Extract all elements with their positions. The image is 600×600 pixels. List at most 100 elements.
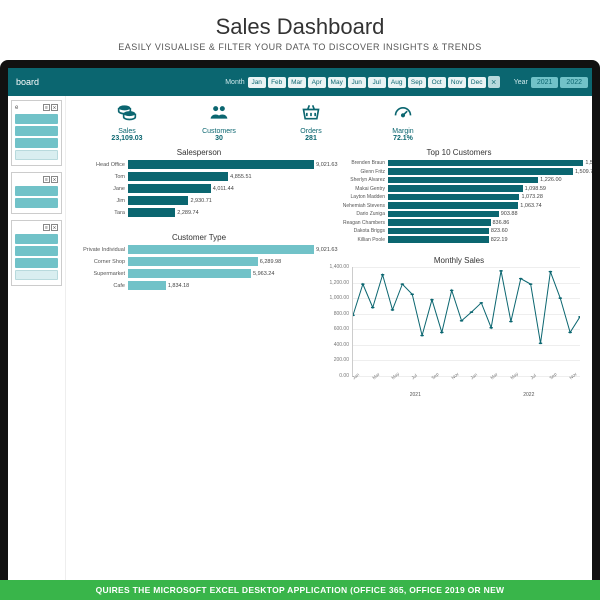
topbar: board Month JanFebMarAprMayJunJulAugSepO… (8, 68, 592, 96)
bar-value: 822.19 (491, 237, 508, 243)
bar-label: Layton Madden (334, 194, 388, 200)
slicer-item[interactable] (15, 246, 58, 256)
kpi-label: Margin (362, 128, 444, 135)
kpi-value: 30 (178, 135, 260, 142)
line-marker (529, 283, 533, 285)
bar-value: 5,963.24 (253, 271, 274, 277)
bar-row: Jim 2,930.71 (74, 195, 324, 206)
line-marker (539, 342, 543, 344)
bar-row: Sherlyn Alvarez 1,226.00 (334, 176, 584, 184)
requirements-banner: QUIRES THE MICROSOFT EXCEL DESKTOP APPLI… (0, 580, 600, 600)
bar (388, 194, 519, 200)
bar-label: Makai Gentry (334, 186, 388, 192)
line-marker (499, 270, 503, 272)
bar (388, 202, 518, 208)
month-button[interactable]: Jun (348, 77, 366, 88)
bar-row: Jane 4,011.44 (74, 183, 324, 194)
bar-label: Jane (74, 186, 128, 192)
bar (388, 177, 538, 183)
slicer-item[interactable] (15, 150, 58, 160)
line-marker (420, 335, 424, 337)
bar-value: 823.60 (491, 228, 508, 234)
line-marker (381, 274, 385, 276)
bar-value: 1,063.74 (520, 203, 541, 209)
bar-value: 2,930.71 (190, 198, 211, 204)
bar-label: Jim (74, 198, 128, 204)
bar (388, 228, 489, 234)
line-marker (489, 327, 493, 329)
month-button[interactable]: Apr (308, 77, 326, 88)
kpi-label: Orders (270, 128, 352, 135)
bar-label: Tom (74, 174, 128, 180)
clear-filter-icon[interactable]: ⨯ (488, 76, 500, 88)
page-subtitle: EASILY VISUALISE & FILTER YOUR DATA TO D… (0, 42, 600, 52)
x-group-label: 2022 (523, 392, 534, 398)
year-button[interactable]: 2022 (560, 77, 588, 88)
monitor-bezel: board Month JanFebMarAprMayJunJulAugSepO… (0, 60, 600, 600)
bar-value: 1,073.28 (521, 194, 542, 200)
slicer-item[interactable] (15, 270, 58, 280)
month-button[interactable]: Jan (248, 77, 266, 88)
slicer-item[interactable] (15, 126, 58, 136)
bar (388, 219, 491, 225)
slicer-panel[interactable]: e≡⨯ (11, 100, 62, 166)
bar (128, 196, 188, 205)
bar-label: Corner Shop (74, 259, 128, 265)
line-marker (470, 311, 474, 313)
kpi-label: Sales (86, 128, 168, 135)
month-button[interactable]: Dec (468, 77, 486, 88)
y-tick-label: 200.00 (334, 357, 349, 363)
bar-label: Supermarket (74, 271, 128, 277)
month-button[interactable]: May (328, 77, 346, 88)
bar-row: Cafe 1,834.18 (74, 280, 324, 291)
slicer-panel[interactable]: ≡⨯ (11, 172, 62, 214)
bar-row: Makai Gentry 1,098.59 (334, 185, 584, 193)
slicer-item[interactable] (15, 138, 58, 148)
bar-label: Dario Zuniga (334, 211, 388, 217)
month-button[interactable]: Mar (288, 77, 306, 88)
y-tick-label: 600.00 (334, 326, 349, 332)
bar-value: 9,021.63 (316, 247, 337, 253)
slicer-item[interactable] (15, 114, 58, 124)
month-slicer[interactable]: JanFebMarAprMayJunJulAugSepOctNovDec (248, 77, 486, 88)
slicer-item[interactable] (15, 186, 58, 196)
bar-label: Brenden Braun (334, 160, 388, 166)
year-button[interactable]: 2021 (531, 77, 559, 88)
bar-value: 9,021.63 (316, 162, 337, 168)
bar-row: Supermarket 5,963.24 (74, 268, 324, 279)
bar-row: Dakota Briggs 823.60 (334, 227, 584, 235)
month-button[interactable]: Sep (408, 77, 426, 88)
line-marker (460, 320, 464, 322)
year-slicer[interactable]: 20212022 (531, 77, 588, 88)
month-button[interactable]: Oct (428, 77, 446, 88)
slicer-item[interactable] (15, 258, 58, 268)
bar-label: Private Individual (74, 247, 128, 253)
bar-value: 1,098.59 (525, 186, 546, 192)
month-button[interactable]: Jul (368, 77, 386, 88)
monthly-sales-chart: Monthly Sales 0.00200.00400.00600.00800.… (334, 256, 584, 377)
bar (128, 269, 251, 278)
kpi-value: 72.1% (362, 135, 444, 142)
line-marker (361, 283, 365, 285)
customer-type-chart: Customer Type Private Individual 9,021.6… (74, 233, 324, 292)
bar (128, 172, 228, 181)
bar-value: 903.88 (501, 211, 518, 217)
bar (388, 160, 583, 166)
slicer-panel[interactable]: ≡⨯ (11, 220, 62, 286)
slicer-item[interactable] (15, 234, 58, 244)
bar-value: 836.86 (493, 220, 510, 226)
bar (128, 184, 211, 193)
bar-row: Tom 4,855.51 (74, 171, 324, 182)
line-marker (509, 321, 513, 323)
month-button[interactable]: Feb (268, 77, 286, 88)
bar-row: Killian Poole 822.19 (334, 236, 584, 244)
bar-value: 6,289.98 (260, 259, 281, 265)
bar-value: 1,226.00 (540, 177, 561, 183)
y-tick-label: 1,200.00 (330, 280, 349, 286)
slicer-item[interactable] (15, 198, 58, 208)
month-button[interactable]: Aug (388, 77, 406, 88)
month-button[interactable]: Nov (448, 77, 466, 88)
line-marker (479, 302, 483, 304)
top-customers-chart: Top 10 Customers Brenden Braun 1,594.76 … (334, 148, 584, 244)
kpi-card: Customers 30 (178, 102, 260, 142)
